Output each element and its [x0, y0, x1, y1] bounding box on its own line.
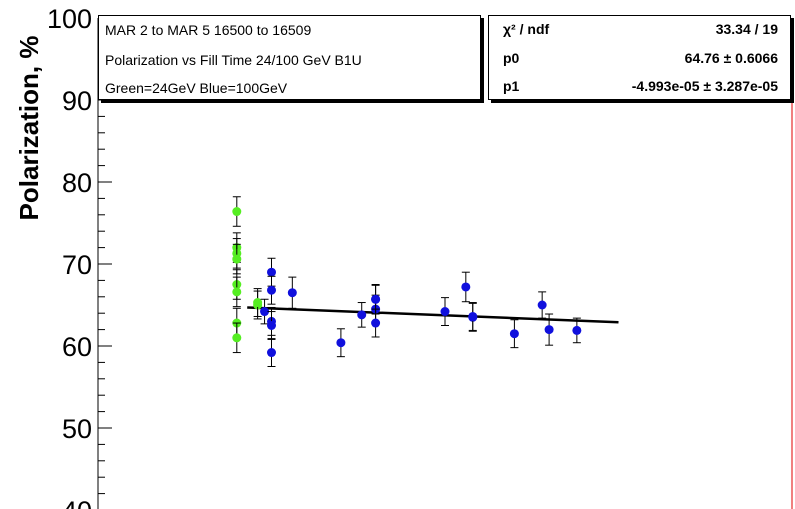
data-point [468, 311, 478, 321]
y-tick-label: 90 [62, 86, 92, 116]
fit-line [247, 306, 619, 324]
info-line-legend: Green=24GeV Blue=100GeV [105, 80, 288, 96]
data-point [267, 321, 276, 330]
data-point [232, 207, 242, 217]
points-layer [232, 196, 582, 367]
y-tick-label: 50 [62, 414, 92, 444]
data-point [461, 282, 471, 292]
p1-label: p1 [503, 78, 520, 94]
data-point [572, 325, 582, 335]
data-point [267, 285, 276, 295]
data-point [357, 310, 367, 320]
data-point [287, 288, 297, 298]
data-point [371, 294, 381, 304]
y-tick-label: 60 [62, 332, 92, 362]
info-box: MAR 2 to MAR 5 16500 to 16509 Polarizati… [98, 15, 481, 100]
data-point [544, 325, 554, 335]
fit-row-chi2: χ² / ndf 33.34 / 19 [489, 21, 790, 45]
chi2-value: 33.34 / 19 [715, 21, 778, 37]
data-point [537, 300, 547, 310]
data-point [440, 307, 450, 317]
data-point [267, 348, 276, 358]
data-point [232, 333, 242, 343]
y-tick-label: 80 [62, 168, 92, 198]
data-point [232, 254, 242, 264]
data-point [260, 307, 270, 317]
data-point [371, 318, 381, 328]
y-tick-label: 40 [62, 496, 92, 509]
data-point [253, 298, 263, 308]
series-blue-100gev [260, 257, 582, 367]
p1-value: -4.993e-05 ± 3.287e-05 [631, 78, 778, 94]
info-line-title: Polarization vs Fill Time 24/100 GeV B1U [105, 52, 362, 68]
info-line-range: MAR 2 to MAR 5 16500 to 16509 [105, 22, 312, 38]
fit-row-p1: p1 -4.993e-05 ± 3.287e-05 [489, 78, 790, 102]
y-tick-label: 70 [62, 250, 92, 280]
tick-layer: 40 50 60 70 80 90 100 [47, 4, 112, 509]
fit-row-p0: p0 64.76 ± 0.6066 [489, 50, 790, 74]
data-point [232, 287, 242, 297]
y-tick-label: 100 [47, 4, 92, 34]
data-point [509, 329, 519, 339]
p0-value: 64.76 ± 0.6066 [684, 50, 778, 66]
chi2-label: χ² / ndf [503, 21, 550, 37]
p0-label: p0 [503, 50, 520, 66]
data-point [336, 338, 346, 348]
y-axis-label: Polarization, % [14, 36, 44, 221]
fit-stats-box: χ² / ndf 33.34 / 19 p0 64.76 ± 0.6066 p1… [488, 15, 791, 100]
data-point [267, 267, 276, 277]
series-green-24gev [232, 196, 263, 354]
